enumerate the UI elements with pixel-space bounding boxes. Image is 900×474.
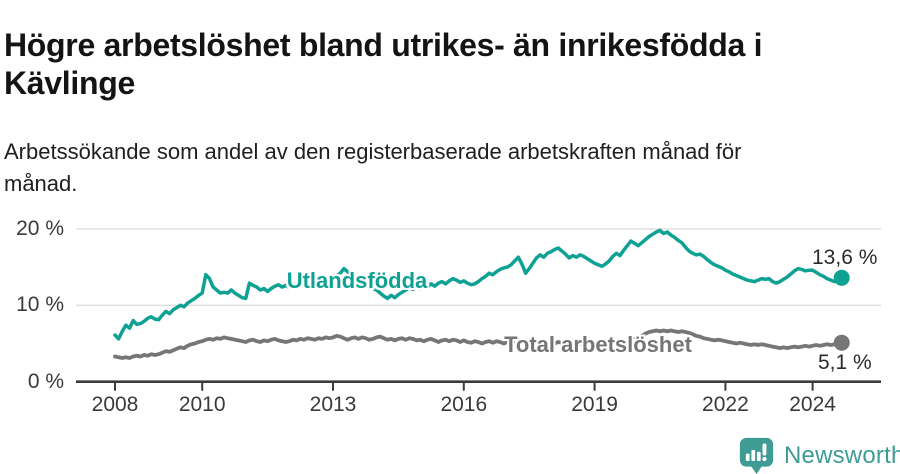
chart-subtitle: Arbetssökande som andel av den registerb… [4,139,742,196]
y-tick-label: 0 % [27,369,64,393]
newsworthy-barchart-speech-bubble-icon [739,437,774,474]
x-tick-label: 2016 [440,393,488,416]
series-end-dot-total-arbetsloshet [833,334,850,351]
series-end-dot-utlandsfodda [833,269,850,286]
x-tick-label: 2008 [91,393,139,416]
x-tick-label: 2024 [789,393,836,416]
series-line-utlandsfodda [113,228,844,341]
x-tick-label: 2013 [309,393,357,416]
x-tick-label: 2010 [178,393,226,416]
x-tick-label: 2019 [571,393,618,416]
series-line-total-arbetsloshet [113,328,844,360]
end-value-total-arbetsloshet: 5,1 % [818,351,872,374]
y-tick-label: 10 % [16,293,64,317]
series-label-total-arbetsloshet: Total arbetslöshet [504,332,692,357]
x-tick-label: 2022 [702,393,749,416]
page-title: Högre arbetslöshet bland utrikes- än inr… [4,27,763,102]
newsworthy-brand: Newsworthy [738,437,900,474]
series-label-utlandsfodda: Utlandsfödda [286,268,428,293]
y-tick-label: 20 % [16,216,64,240]
brand-name: Newsworthy [784,441,900,469]
end-value-utlandsfodda: 13,6 % [812,246,878,269]
